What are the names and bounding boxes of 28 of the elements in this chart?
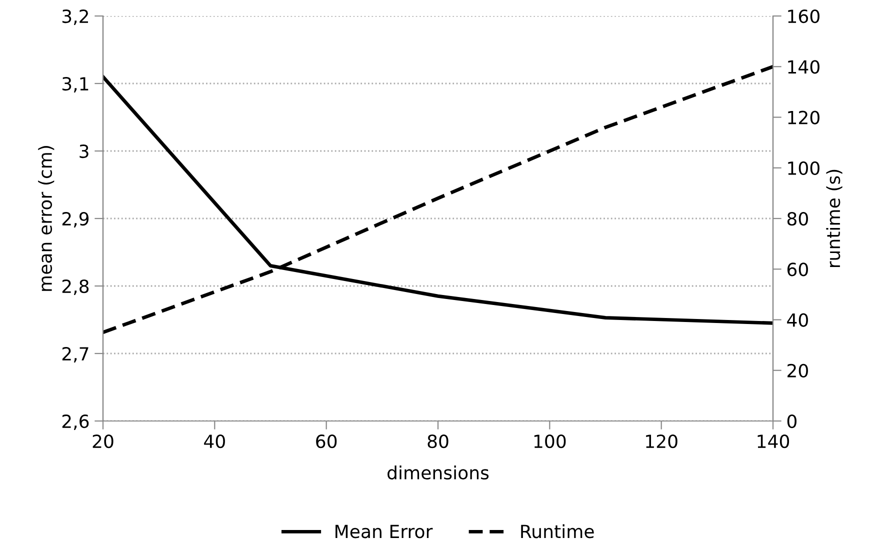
y2-tick-label: 40 (787, 313, 808, 327)
legend-label: Mean Error (336, 524, 433, 538)
y2-tick-label: 0 (787, 414, 796, 428)
y-tick-label: 3,2 (62, 9, 88, 25)
y2-tick-label: 120 (788, 110, 820, 124)
y-tick-label: 2,9 (62, 212, 89, 228)
y-tick-label: 2,7 (62, 346, 88, 362)
y-tick-label: 2,6 (62, 414, 89, 430)
legend-label: Runtime (521, 524, 594, 538)
x-tick-label: 100 (534, 434, 566, 448)
y2-tick-label: 100 (788, 161, 820, 175)
x-tick-label: 40 (204, 434, 225, 448)
y2-tick-label: 140 (788, 60, 820, 74)
x-tick-label: 20 (92, 434, 114, 448)
x-tick-label: 120 (646, 434, 678, 448)
y2-axis-title: runtime (s) (826, 170, 842, 268)
y-axis-title: mean error (cm) (38, 146, 54, 291)
y2-tick-label: 20 (788, 364, 808, 378)
x-tick-label: 140 (758, 434, 790, 448)
x-axis-title: dimensions (388, 466, 489, 480)
y-tick-label: 3,1 (62, 76, 88, 92)
x-tick-label: 80 (428, 434, 448, 448)
y2-tick-label: 60 (787, 262, 808, 276)
y2-tick-label: 160 (788, 9, 820, 24)
y2-tick-label: 80 (787, 212, 808, 226)
x-tick-label: 60 (316, 434, 337, 448)
y-tick-label: 2,8 (62, 279, 89, 295)
y-tick-label: 3 (80, 144, 88, 158)
